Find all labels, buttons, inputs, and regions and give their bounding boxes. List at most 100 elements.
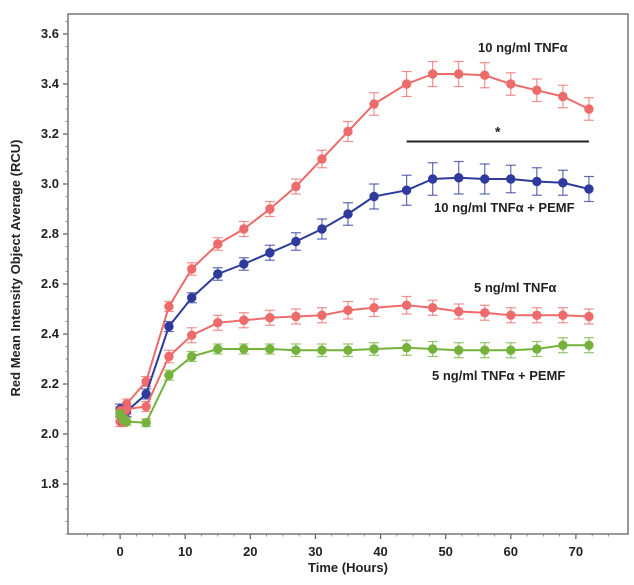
y-tick-label: 2.2 bbox=[41, 376, 59, 391]
data-point bbox=[584, 311, 594, 322]
data-point bbox=[121, 416, 132, 427]
data-point bbox=[265, 313, 275, 323]
y-tick-label: 3.0 bbox=[41, 176, 59, 191]
data-point bbox=[265, 344, 275, 354]
data-point bbox=[584, 104, 594, 114]
data-point bbox=[558, 310, 568, 320]
data-point bbox=[187, 293, 197, 303]
data-point bbox=[558, 340, 568, 350]
data-point bbox=[121, 404, 132, 414]
data-point bbox=[584, 184, 594, 194]
data-point bbox=[317, 310, 327, 320]
data-point bbox=[369, 303, 379, 313]
y-tick-label: 3.4 bbox=[41, 76, 60, 91]
data-point bbox=[480, 70, 490, 80]
x-tick-label: 40 bbox=[373, 544, 387, 559]
data-point bbox=[532, 344, 542, 354]
y-axis-title: Red Mean Intensity Object Average (RCU) bbox=[8, 140, 23, 397]
data-point bbox=[164, 370, 174, 380]
annotation-layer: * bbox=[406, 124, 589, 143]
data-point bbox=[427, 69, 438, 79]
data-point bbox=[239, 344, 249, 354]
y-tick-label: 3.2 bbox=[41, 126, 59, 141]
data-point bbox=[265, 248, 275, 258]
series-label-10-tnf-pemf: 10 ng/ml TNFα + PEMF bbox=[434, 200, 575, 215]
y-tick-label: 3.6 bbox=[41, 26, 59, 41]
data-point bbox=[506, 345, 516, 355]
data-point bbox=[480, 308, 490, 318]
series-line bbox=[119, 304, 589, 426]
series-layer bbox=[115, 60, 594, 428]
x-tick-label: 0 bbox=[116, 544, 123, 559]
data-point bbox=[343, 305, 353, 315]
y-tick-label: 2.4 bbox=[41, 326, 60, 341]
y-tick-label: 2.6 bbox=[41, 276, 59, 291]
series-label-5-tnf-pemf: 5 ng/ml TNFα + PEMF bbox=[432, 368, 565, 383]
x-tick-label: 20 bbox=[243, 544, 257, 559]
series-0 bbox=[115, 60, 594, 428]
data-point bbox=[317, 345, 327, 355]
data-point bbox=[291, 181, 301, 192]
series-label-5-tnf: 5 ng/ml TNFα bbox=[474, 280, 556, 295]
data-point bbox=[213, 318, 223, 328]
data-point bbox=[343, 209, 353, 219]
data-point bbox=[453, 69, 464, 79]
data-point bbox=[317, 154, 327, 164]
series-labels: 10 ng/ml TNFα 10 ng/ml TNFα + PEMF 5 ng/… bbox=[432, 40, 575, 383]
data-point bbox=[480, 174, 490, 184]
data-point bbox=[480, 345, 490, 355]
series-1 bbox=[115, 160, 594, 425]
data-point bbox=[239, 315, 249, 325]
x-tick-label: 10 bbox=[178, 544, 192, 559]
data-point bbox=[369, 99, 379, 109]
data-point bbox=[532, 176, 542, 187]
data-point bbox=[532, 85, 542, 95]
data-point bbox=[343, 126, 353, 137]
data-point bbox=[141, 389, 151, 399]
data-point bbox=[584, 340, 594, 350]
data-point bbox=[239, 259, 249, 269]
data-point bbox=[427, 344, 438, 354]
x-tick-label: 60 bbox=[504, 544, 518, 559]
data-point bbox=[187, 351, 197, 362]
data-point bbox=[343, 345, 353, 355]
data-point bbox=[453, 306, 464, 317]
data-point bbox=[164, 351, 174, 362]
data-point bbox=[401, 185, 412, 195]
x-tick-label: 30 bbox=[308, 544, 322, 559]
data-point bbox=[265, 204, 275, 214]
data-point bbox=[453, 173, 464, 183]
data-point bbox=[453, 345, 464, 355]
data-point bbox=[401, 343, 412, 353]
data-point bbox=[369, 191, 379, 202]
data-point bbox=[506, 79, 516, 89]
data-point bbox=[164, 301, 174, 312]
data-point bbox=[239, 224, 249, 234]
data-point bbox=[141, 401, 151, 412]
data-point bbox=[401, 300, 412, 310]
x-axis-title: Time (Hours) bbox=[308, 560, 388, 575]
x-tick-label: 50 bbox=[438, 544, 452, 559]
data-point bbox=[401, 79, 412, 89]
significance-star: * bbox=[495, 124, 501, 140]
data-point bbox=[213, 239, 223, 249]
series-3 bbox=[115, 337, 594, 428]
series-label-10-tnf: 10 ng/ml TNFα bbox=[478, 40, 568, 55]
data-point bbox=[532, 310, 542, 320]
y-tick-label: 1.8 bbox=[41, 476, 59, 491]
data-point bbox=[291, 236, 301, 247]
data-point bbox=[291, 345, 301, 355]
data-point bbox=[291, 311, 301, 322]
data-point bbox=[427, 174, 438, 184]
x-tick-label: 70 bbox=[569, 544, 583, 559]
data-point bbox=[558, 91, 568, 102]
data-point bbox=[213, 344, 223, 354]
data-point bbox=[506, 174, 516, 184]
data-point bbox=[213, 269, 223, 279]
y-tick-label: 2.0 bbox=[41, 426, 59, 441]
data-point bbox=[506, 310, 516, 320]
x-axis: 0 10 20 30 40 50 60 70 bbox=[87, 534, 609, 559]
data-point bbox=[317, 224, 327, 234]
y-axis: 1.8 2.0 2.2 2.4 2.6 2.8 3.0 3.2 3.4 3.6 bbox=[41, 21, 68, 535]
